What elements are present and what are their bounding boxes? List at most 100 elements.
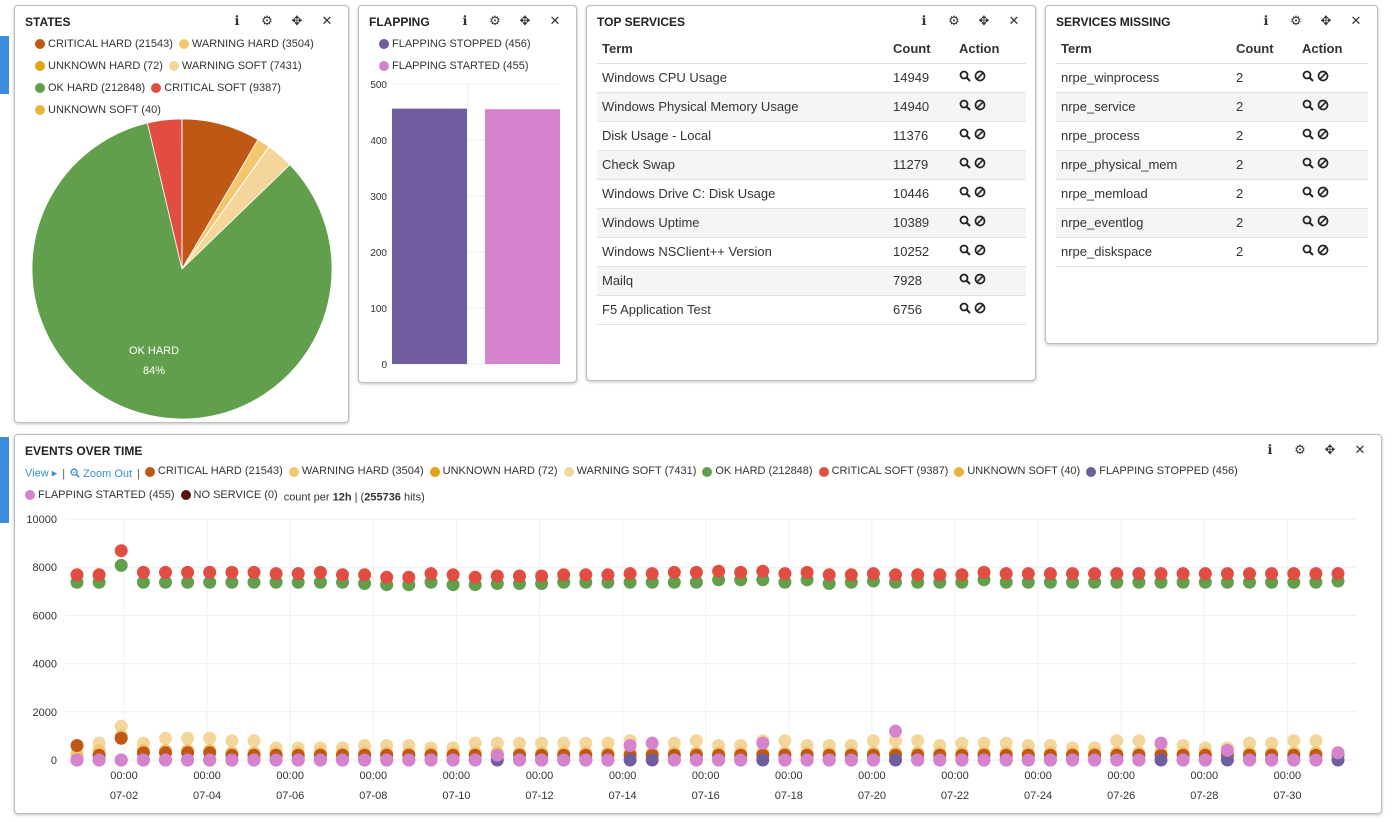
column-header-count[interactable]: Count	[888, 34, 954, 64]
legend-item-critical-soft[interactable]: CRITICAL SOFT (9387)	[151, 78, 281, 98]
point-flapping-started[interactable]	[1110, 753, 1124, 767]
point-critical-soft[interactable]	[358, 568, 372, 582]
point-flapping-started[interactable]	[114, 753, 128, 767]
ban-icon[interactable]	[974, 128, 986, 140]
point-critical-soft[interactable]	[1088, 567, 1102, 581]
point-flapping-started[interactable]	[313, 753, 327, 767]
point-flapping-started[interactable]	[1220, 743, 1234, 757]
point-critical-soft[interactable]	[446, 568, 460, 582]
point-flapping-started[interactable]	[933, 753, 947, 767]
legend-item-critical-hard[interactable]: CRITICAL HARD (21543)	[144, 461, 283, 482]
point-critical-soft[interactable]	[689, 565, 703, 579]
search-icon[interactable]	[1302, 215, 1314, 227]
search-icon[interactable]	[959, 157, 971, 169]
point-warning-soft[interactable]	[203, 731, 217, 745]
point-critical-soft[interactable]	[911, 568, 925, 582]
ban-icon[interactable]	[1317, 186, 1329, 198]
close-icon[interactable]: ✕	[1008, 14, 1020, 29]
legend-item-no-service[interactable]: NO SERVICE (0)	[180, 485, 278, 506]
zoom-out-link[interactable]: Zoom Out	[70, 468, 132, 480]
point-critical-soft[interactable]	[645, 567, 659, 581]
point-critical-soft[interactable]	[402, 570, 416, 584]
point-flapping-started[interactable]	[269, 753, 283, 767]
point-critical-hard[interactable]	[114, 731, 128, 745]
point-critical-soft[interactable]	[380, 570, 394, 584]
point-ok-hard[interactable]	[159, 575, 172, 589]
gear-icon[interactable]: ⚙	[1294, 443, 1306, 458]
point-warning-soft[interactable]	[955, 736, 969, 750]
legend-item-warning-hard[interactable]: WARNING HARD (3504)	[178, 34, 314, 54]
point-critical-soft[interactable]	[667, 565, 681, 579]
point-critical-soft[interactable]	[535, 569, 549, 583]
point-warning-soft[interactable]	[667, 736, 681, 750]
legend-item-flapping-started[interactable]: FLAPPING STARTED (455)	[25, 485, 175, 506]
point-flapping-started[interactable]	[424, 753, 438, 767]
point-ok-hard[interactable]	[313, 575, 327, 589]
legend-item-flapping-stopped[interactable]: FLAPPING STOPPED (456)	[1086, 461, 1238, 482]
point-flapping-started[interactable]	[1265, 753, 1279, 767]
legend-item-ok-hard[interactable]: OK HARD (212848)	[702, 461, 813, 482]
point-critical-soft[interactable]	[756, 564, 770, 578]
point-warning-soft[interactable]	[866, 734, 880, 748]
point-critical-soft[interactable]	[1243, 567, 1256, 581]
point-critical-soft[interactable]	[557, 568, 571, 582]
move-icon[interactable]: ✥	[291, 14, 303, 29]
point-ok-hard[interactable]	[114, 558, 128, 572]
search-icon[interactable]	[959, 99, 971, 111]
point-flapping-started[interactable]	[601, 753, 615, 767]
point-flapping-started[interactable]	[468, 753, 482, 767]
point-critical-soft[interactable]	[800, 565, 814, 579]
point-flapping-started[interactable]	[778, 753, 792, 767]
legend-item-unknown-soft[interactable]: UNKNOWN SOFT (40)	[35, 100, 161, 120]
search-icon[interactable]	[959, 302, 971, 314]
legend-item-flapping-started[interactable]: FLAPPING STARTED (455)	[379, 56, 529, 76]
search-icon[interactable]	[959, 70, 971, 82]
point-critical-soft[interactable]	[1198, 567, 1212, 581]
point-critical-soft[interactable]	[424, 567, 438, 581]
left-edge-tab[interactable]	[0, 36, 9, 94]
point-flapping-started[interactable]	[380, 753, 394, 767]
info-icon[interactable]: ℹ	[234, 14, 240, 29]
gear-icon[interactable]: ⚙	[261, 14, 273, 29]
point-critical-soft[interactable]	[490, 569, 504, 583]
point-ok-hard[interactable]	[446, 578, 460, 592]
move-icon[interactable]: ✥	[1320, 14, 1332, 29]
point-flapping-started[interactable]	[1176, 753, 1190, 767]
point-flapping-started[interactable]	[1066, 753, 1079, 767]
point-ok-hard[interactable]	[225, 575, 239, 589]
info-icon[interactable]: ℹ	[1263, 14, 1269, 29]
point-critical-soft[interactable]	[933, 568, 947, 582]
point-critical-soft[interactable]	[92, 568, 106, 582]
point-flapping-started[interactable]	[159, 753, 172, 767]
pie-slice-ok-hard[interactable]	[31, 122, 333, 420]
point-critical-soft[interactable]	[70, 568, 84, 582]
point-critical-soft[interactable]	[1154, 567, 1168, 581]
info-icon[interactable]: ℹ	[462, 14, 468, 29]
point-critical-soft[interactable]	[579, 568, 593, 582]
point-critical-soft[interactable]	[844, 568, 858, 582]
legend-item-unknown-hard[interactable]: UNKNOWN HARD (72)	[35, 56, 163, 76]
point-warning-soft[interactable]	[1243, 736, 1256, 750]
search-icon[interactable]	[1302, 128, 1314, 140]
point-warning-soft[interactable]	[1110, 734, 1124, 748]
legend-item-warning-soft[interactable]: WARNING SOFT (7431)	[168, 56, 302, 76]
point-warning-soft[interactable]	[468, 736, 482, 750]
close-icon[interactable]: ✕	[1350, 14, 1362, 29]
point-critical-soft[interactable]	[159, 565, 172, 579]
point-ok-hard[interactable]	[203, 575, 217, 589]
ban-icon[interactable]	[974, 215, 986, 227]
point-flapping-started[interactable]	[844, 753, 858, 767]
point-warning-soft[interactable]	[557, 736, 571, 750]
search-icon[interactable]	[959, 215, 971, 227]
point-critical-soft[interactable]	[468, 570, 482, 584]
point-flapping-started[interactable]	[822, 753, 836, 767]
point-flapping-started[interactable]	[1331, 746, 1345, 760]
point-flapping-stopped[interactable]	[889, 753, 902, 767]
legend-item-warning-soft[interactable]: WARNING SOFT (7431)	[563, 461, 696, 482]
point-flapping-started[interactable]	[1154, 736, 1168, 750]
point-flapping-started[interactable]	[358, 753, 372, 767]
point-critical-soft[interactable]	[269, 567, 283, 581]
legend-item-critical-soft[interactable]: CRITICAL SOFT (9387)	[818, 461, 948, 482]
ban-icon[interactable]	[974, 273, 986, 285]
point-ok-hard[interactable]	[689, 575, 703, 589]
